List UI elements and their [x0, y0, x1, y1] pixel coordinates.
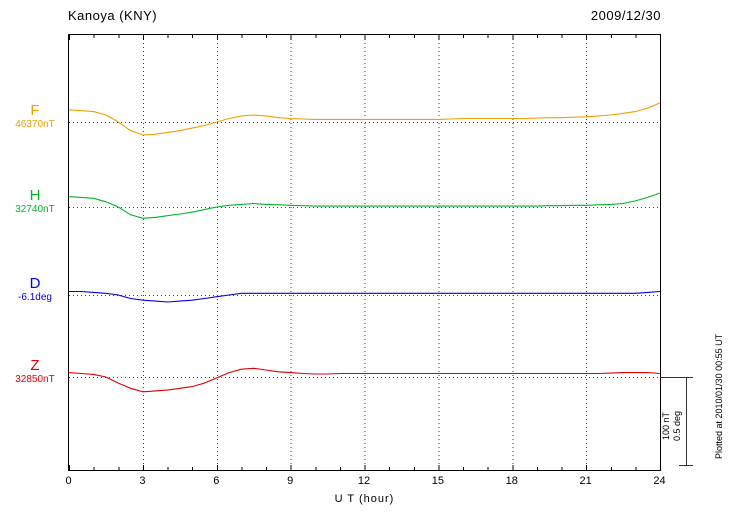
channel-letter-H: H: [29, 187, 41, 204]
x-tick-label: 0: [65, 475, 72, 487]
x-tick-label: 6: [213, 475, 220, 487]
trace-F: [69, 102, 660, 136]
channel-letter-D: D: [29, 275, 41, 292]
channel-baseline-F: 46370nT: [15, 119, 55, 130]
scale-bar: [686, 377, 687, 466]
trace-D: [69, 290, 660, 303]
scale-label-nt: 100 nT: [661, 411, 671, 441]
channel-baseline-D: -6.1deg: [18, 292, 52, 303]
x-axis-label: U T (hour): [334, 493, 395, 505]
channel-label-Z: Z 32850nT: [4, 357, 66, 386]
channel-letter-Z: Z: [30, 357, 40, 374]
date-label: 2009/12/30: [590, 8, 661, 23]
channel-baseline-H: 32740nT: [15, 204, 55, 215]
trace-H: [69, 192, 660, 219]
scale-label-deg: 0.5 deg: [672, 410, 682, 442]
x-tick-label: 21: [579, 475, 592, 487]
channel-label-F: F 46370nT: [4, 102, 66, 131]
x-tick-label: 24: [653, 475, 666, 487]
channel-letter-F: F: [30, 102, 40, 119]
channel-baseline-Z: 32850nT: [15, 374, 55, 385]
x-tick-label: 9: [287, 475, 294, 487]
x-tick-label: 3: [139, 475, 146, 487]
scale-bar-top-line: [661, 377, 693, 378]
plot-canvas: [69, 35, 660, 470]
station-title: Kanoya (KNY): [68, 8, 158, 23]
trace-Z: [69, 367, 660, 393]
scale-bar-bottom-cap: [679, 465, 693, 466]
plot-frame: [68, 34, 661, 471]
plotted-at-stamp: Plotted at 2010/01/30 00:55 UT: [714, 333, 724, 459]
channel-label-H: H 32740nT: [4, 187, 66, 216]
x-tick-label: 15: [431, 475, 444, 487]
x-tick-label: 12: [357, 475, 371, 487]
x-tick-label: 18: [505, 475, 518, 487]
channel-label-D: D -6.1deg: [4, 275, 66, 304]
